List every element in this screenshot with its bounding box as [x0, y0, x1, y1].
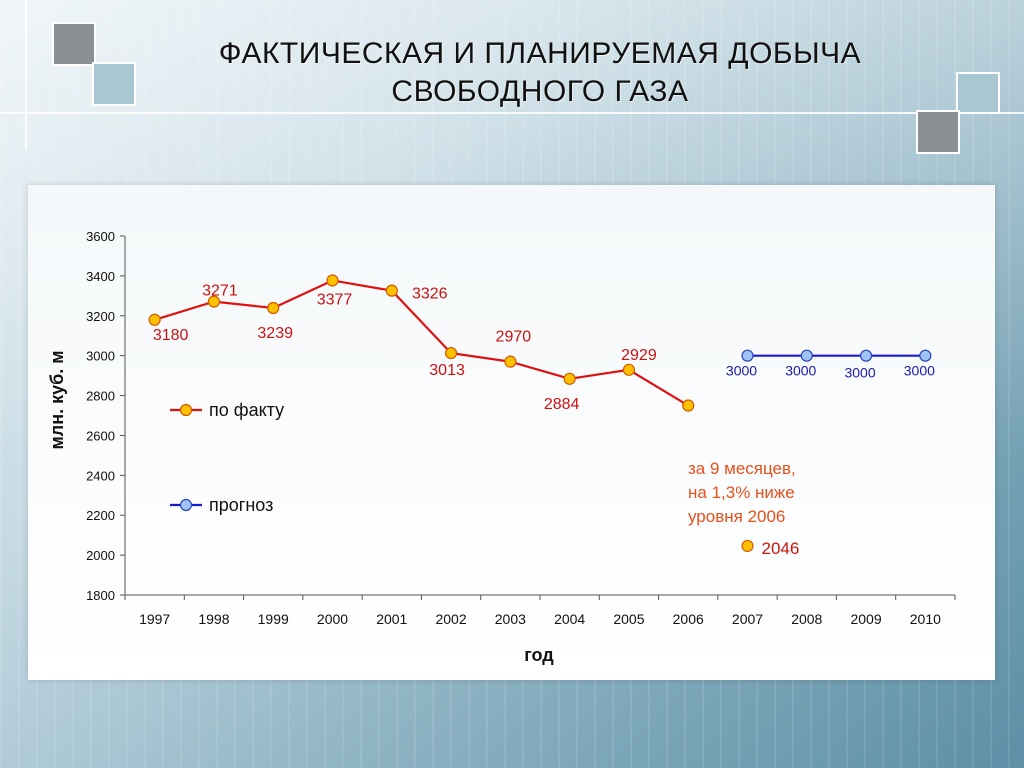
y-tick-label: 3000 [86, 349, 115, 364]
data-label-actual-2005: 2929 [621, 347, 657, 364]
decor-square-dark-1 [52, 22, 96, 66]
data-label-actual-2003: 2970 [496, 329, 532, 346]
decor-square-light-2 [956, 72, 1000, 114]
point-actual-2004 [563, 372, 576, 385]
point-actual-2003 [504, 355, 517, 368]
y-tick-label: 2600 [86, 428, 115, 443]
point-actual-1999 [267, 301, 280, 315]
slide-title: ФАКТИЧЕСКАЯ И ПЛАНИРУЕМАЯ ДОБЫЧА СВОБОДН… [160, 35, 920, 111]
title-line-1: ФАКТИЧЕСКАЯ И ПЛАНИРУЕМАЯ ДОБЫЧА [218, 37, 862, 70]
point-actual-1998 [207, 295, 221, 308]
x-tick-label: 2007 [732, 611, 763, 627]
series-line-actual [154, 279, 689, 407]
title-line-2: СВОБОДНОГО ГАЗА [391, 75, 689, 108]
legend-label-forecast: прогноз [209, 495, 273, 515]
y-tick-label: 2200 [86, 508, 115, 523]
decor-square-dark-2 [916, 110, 960, 154]
data-label-forecast-2010: 3000 [904, 363, 935, 379]
decor-line-left [25, 0, 27, 150]
y-tick-label: 3600 [86, 229, 115, 244]
point-actual-2000 [326, 274, 339, 287]
data-label-actual-2002: 3013 [429, 362, 465, 379]
point-actual-1997 [148, 313, 161, 326]
legend-marker-actual [179, 403, 193, 417]
x-tick-label: 2000 [317, 611, 348, 627]
data-label-forecast-2009: 3000 [844, 365, 875, 381]
decor-square-light-1 [92, 62, 136, 106]
line-chart: 1800 2000 2200 2400 2600 2800 3000 3200 3400 3600… [47, 229, 956, 665]
data-label-actual-1997: 3180 [153, 327, 189, 344]
x-tick-label: 2001 [376, 611, 407, 627]
data-label-forecast-2007: 3000 [726, 363, 757, 379]
y-tick-label: 2400 [86, 468, 115, 483]
data-label-forecast-2008: 3000 [785, 363, 816, 379]
y-tick-label: 2000 [86, 548, 115, 563]
x-tick-label: 2004 [554, 611, 585, 627]
legend-marker-forecast [179, 498, 193, 512]
data-label-actual-2004: 2884 [544, 396, 580, 413]
data-label-actual-2000: 3377 [317, 291, 353, 308]
point-actual-2005 [622, 363, 636, 376]
point-forecast-2007 [741, 349, 754, 362]
x-tick-label: 2010 [910, 611, 941, 627]
point-actual-2002 [444, 346, 458, 360]
data-label-actual-1999: 3239 [257, 325, 293, 342]
point-extra-2046 [741, 539, 754, 553]
x-tick-label: 1998 [198, 611, 229, 627]
point-forecast-2009 [859, 349, 873, 362]
point-actual-2001 [385, 284, 398, 297]
annotation-line-2: на 1,3% ниже [688, 483, 795, 502]
y-tick-label: 1800 [86, 588, 115, 603]
y-tick-label: 3200 [86, 309, 115, 324]
point-forecast-2010 [919, 349, 932, 362]
point-forecast-2008 [800, 349, 813, 362]
y-tick-label: 2800 [86, 389, 115, 404]
legend-label-actual: по факту [209, 400, 284, 420]
x-tick-label: 2006 [673, 611, 704, 627]
chart-panel: 1800 2000 2200 2400 2600 2800 3000 3200 3400 3600… [28, 185, 995, 680]
x-tick-label: 1997 [139, 611, 170, 627]
annotation-line-1: за 9 месяцев, [688, 459, 796, 478]
x-tick-label: 2008 [791, 611, 822, 627]
decor-line-top [0, 112, 1024, 114]
x-tick-label: 2002 [435, 611, 466, 627]
point-actual-2006 [682, 399, 695, 412]
x-tick-label: 2003 [495, 611, 526, 627]
data-label-actual-1998: 3271 [202, 283, 238, 300]
x-axis-label: год [524, 645, 554, 665]
y-axis-label: млн. куб. м [47, 350, 67, 449]
x-tick-label: 2009 [850, 611, 881, 627]
x-tick-label: 2005 [613, 611, 644, 627]
data-label-extra-2046: 2046 [762, 539, 800, 558]
y-tick-label: 3400 [86, 269, 115, 284]
data-label-actual-2001: 3326 [412, 286, 448, 303]
annotation-line-3: уровня 2006 [688, 507, 785, 526]
x-tick-label: 1999 [258, 611, 289, 627]
